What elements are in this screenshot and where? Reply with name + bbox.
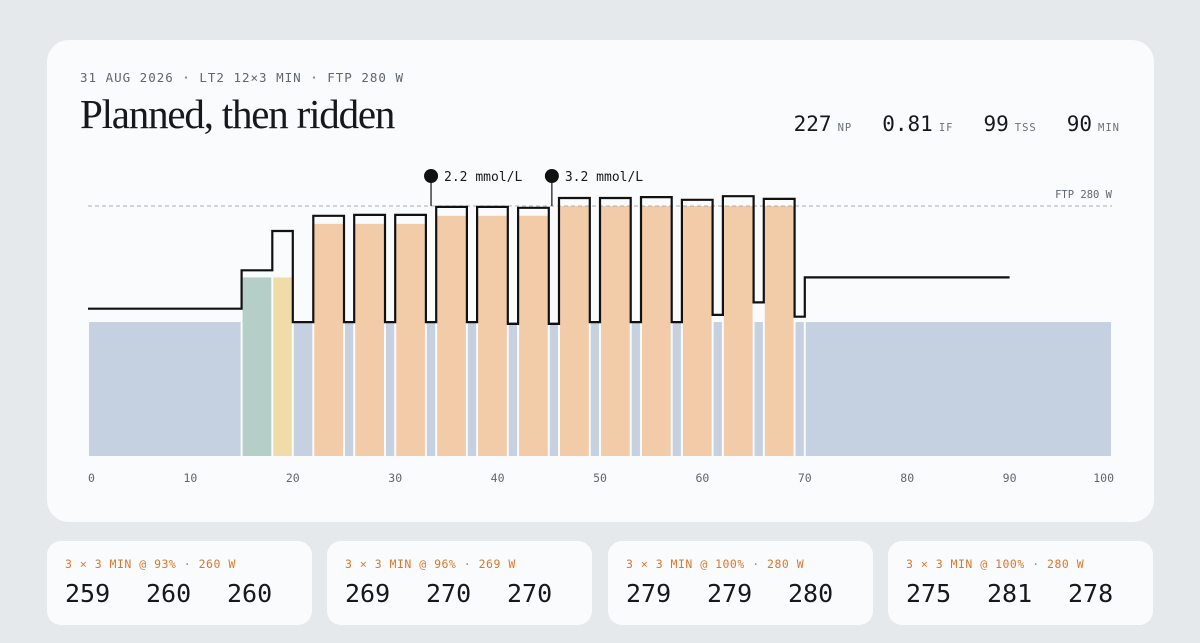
interval-power: 280: [788, 579, 834, 608]
set-card: 3 × 3 MIN @ 100% · 280 W 275 281 278: [888, 541, 1153, 625]
x-tick-label: 10: [183, 471, 197, 485]
actual-power: [88, 195, 1010, 325]
planned-block: [385, 322, 395, 456]
annotation-marker: [544, 169, 559, 183]
lactate-annotations: 2.2 mmol/L 3.2 mmol/L: [424, 169, 643, 206]
x-tick-label: 50: [593, 471, 607, 485]
planned-block: [426, 322, 436, 456]
set-values: 275 281 278: [906, 579, 1149, 608]
planned-block: [754, 322, 763, 456]
planned-block: [273, 277, 292, 456]
stat-duration: 90 MIN: [1067, 112, 1120, 136]
stat-value: 227: [793, 112, 832, 136]
planned-block: [590, 322, 599, 456]
planned-block: [682, 206, 712, 456]
interval-power: 281: [987, 579, 1033, 608]
x-tick-label: 90: [1003, 471, 1017, 485]
stat-if: 0.81 IF: [882, 112, 953, 136]
interval-power: 270: [426, 579, 472, 608]
planned-block: [764, 206, 794, 456]
set-label: 3 × 3 MIN @ 96% · 269 W: [345, 557, 516, 571]
planned-blocks: [89, 206, 1111, 456]
planned-block: [467, 322, 477, 456]
set-card: 3 × 3 MIN @ 96% · 269 W 269 270 270: [327, 541, 592, 625]
planned-block: [293, 322, 313, 456]
set-card: 3 × 3 MIN @ 100% · 280 W 279 279 280: [608, 541, 873, 625]
x-tick-label: 30: [388, 471, 402, 485]
stat-unit: MIN: [1098, 122, 1120, 134]
set-card: 3 × 3 MIN @ 93% · 260 W 259 260 260: [47, 541, 312, 625]
interval-power: 260: [146, 579, 192, 608]
annotation-label: 2.2 mmol/L: [444, 170, 522, 185]
set-label: 3 × 3 MIN @ 100% · 280 W: [906, 557, 1085, 571]
stat-value: 0.81: [882, 112, 933, 136]
planned-block: [345, 322, 354, 456]
x-tick-label: 0: [88, 471, 95, 485]
set-values: 279 279 280: [626, 579, 869, 608]
annotation-marker: [424, 169, 439, 183]
x-tick-label: 70: [798, 471, 812, 485]
planned-block: [641, 206, 671, 456]
interval-power: 279: [626, 579, 672, 608]
x-tick-label: 60: [695, 471, 709, 485]
set-values: 259 260 260: [65, 579, 308, 608]
stat-value: 99: [983, 112, 1009, 136]
planned-block: [723, 206, 753, 456]
planned-block: [89, 322, 241, 456]
actual-power-line: [88, 195, 1010, 325]
stat-value: 90: [1066, 112, 1093, 136]
ftp-label: FTP 280 W: [1055, 189, 1113, 201]
x-axis-ticks: 0 10 20 30 40 50 60 70 80 90 100: [88, 471, 1114, 485]
interval-power: 279: [707, 579, 753, 608]
planned-block: [631, 322, 640, 456]
planned-block: [795, 322, 804, 456]
interval-power: 269: [345, 579, 391, 608]
planned-block: [355, 223, 384, 456]
planned-block: [549, 322, 559, 456]
set-values: 269 270 270: [345, 579, 588, 608]
x-tick-label: 20: [286, 471, 300, 485]
annotation-label: 3.2 mmol/L: [565, 170, 643, 185]
planned-block: [601, 206, 630, 456]
stat-unit: IF: [938, 122, 954, 134]
planned-block: [396, 223, 425, 456]
x-tick-label: 80: [900, 471, 914, 485]
stat-unit: NP: [837, 122, 853, 134]
planned-block: [242, 277, 272, 456]
interval-power: 260: [227, 579, 273, 608]
interval-power: 270: [507, 579, 553, 608]
interval-power: 278: [1068, 579, 1114, 608]
set-label: 3 × 3 MIN @ 93% · 260 W: [65, 557, 236, 571]
interval-power: 275: [906, 579, 952, 608]
planned-block: [519, 215, 548, 456]
planned-block: [314, 223, 343, 456]
planned-block: [713, 322, 722, 456]
x-tick-label: 40: [491, 471, 505, 485]
interval-power: 259: [65, 579, 111, 608]
planned-block: [437, 215, 466, 456]
planned-block: [560, 206, 589, 456]
stat-tss: 99 TSS: [983, 112, 1036, 136]
set-label: 3 × 3 MIN @ 100% · 280 W: [626, 557, 805, 571]
page-title: Planned, then ridden: [80, 91, 395, 137]
workout-meta: 31 AUG 2026 · LT2 12×3 MIN · FTP 280 W: [80, 70, 404, 85]
x-tick-label: 100: [1093, 471, 1114, 485]
stat-unit: TSS: [1014, 122, 1037, 134]
summary-stats: 227 NP 0.81 IF 99 TSS 90 MIN: [794, 112, 1120, 136]
planned-block: [508, 322, 518, 456]
planned-block: [805, 322, 1111, 456]
planned-block: [672, 322, 681, 456]
stat-np: 227 NP: [794, 112, 853, 136]
planned-block: [478, 215, 507, 456]
